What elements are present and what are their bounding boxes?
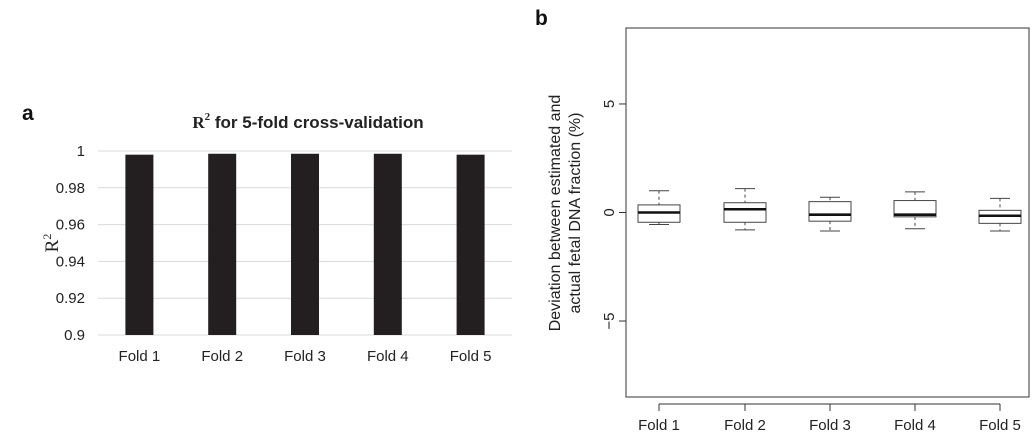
- box-3: [808, 196, 852, 232]
- panel-a-ylabel: R2: [40, 234, 63, 253]
- xtick-label: Fold 1: [638, 417, 680, 434]
- ytick-label: −5: [601, 312, 618, 329]
- xtick-label: Fold 1: [119, 348, 161, 365]
- box-iqr: [808, 201, 852, 222]
- bar: [456, 154, 485, 335]
- panel-b-letter: b: [535, 7, 548, 30]
- xtick-label: Fold 2: [724, 417, 766, 434]
- ytick-label: 0.92: [56, 290, 85, 307]
- box-iqr: [723, 202, 767, 223]
- ylabel-r: R: [42, 239, 63, 252]
- panel-a-letter: a: [22, 102, 34, 125]
- panel-b: b Deviation between estimated and actual…: [535, 7, 1030, 434]
- bar: [373, 153, 402, 335]
- panel-b-boxes: [637, 188, 1022, 232]
- ytick-label: 5: [601, 100, 618, 108]
- ytick-label: 0.96: [56, 217, 85, 234]
- xtick-label: Fold 5: [979, 417, 1021, 434]
- panel-a-xtick-labels: Fold 1 Fold 2 Fold 3 Fold 4 Fold 5: [119, 348, 492, 365]
- bar: [291, 153, 319, 335]
- title-r: R: [192, 113, 205, 132]
- panel-a-gridlines: [98, 150, 512, 336]
- panel-b-x-axis: Fold 1 Fold 2 Fold 3 Fold 4 Fold 5: [638, 403, 1021, 434]
- xtick-label: Fold 5: [450, 348, 492, 365]
- xtick-label: Fold 3: [284, 348, 326, 365]
- ytick-label: 0: [601, 208, 618, 216]
- bar: [208, 153, 237, 335]
- box-5: [978, 197, 1022, 232]
- ytick-label: 0.94: [56, 253, 85, 270]
- box-1: [637, 190, 681, 225]
- box-2: [723, 188, 767, 231]
- ytick-label: 1: [77, 143, 85, 160]
- panel-a: a R2 for 5-fold cross-validation R2 0.90…: [22, 102, 512, 365]
- panel-a-ytick-labels: 0.9 0.92 0.94 0.96 0.98 1: [56, 143, 85, 344]
- panel-b-ylabel-line2: actual fetal DNA fraction (%): [567, 113, 584, 314]
- title-superscript: 2: [205, 111, 211, 123]
- panel-b-ylabel-line1: Deviation between estimated and: [547, 95, 564, 332]
- xtick-label: Fold 4: [894, 417, 936, 434]
- panel-a-title: R2 for 5-fold cross-validation: [192, 111, 423, 132]
- xtick-label: Fold 4: [367, 348, 409, 365]
- panel-b-y-axis: −5 0 5: [601, 100, 626, 330]
- box-iqr: [893, 200, 937, 218]
- xtick-label: Fold 3: [809, 417, 851, 434]
- ytick-label: 0.98: [56, 180, 85, 197]
- xtick-label: Fold 2: [201, 348, 243, 365]
- ytick-label: 0.9: [64, 327, 85, 344]
- ylabel-superscript: 2: [40, 234, 54, 240]
- bar: [125, 154, 154, 335]
- panel-a-bars: [125, 153, 485, 335]
- box-4: [893, 191, 937, 230]
- title-rest: for 5-fold cross-validation: [210, 113, 423, 132]
